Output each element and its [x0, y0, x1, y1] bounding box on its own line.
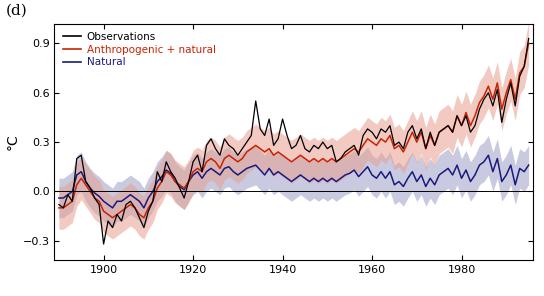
Text: (d): (d): [5, 4, 27, 18]
Legend: Observations, Anthropogenic + natural, Natural: Observations, Anthropogenic + natural, N…: [60, 29, 219, 70]
Y-axis label: °C: °C: [6, 134, 20, 150]
